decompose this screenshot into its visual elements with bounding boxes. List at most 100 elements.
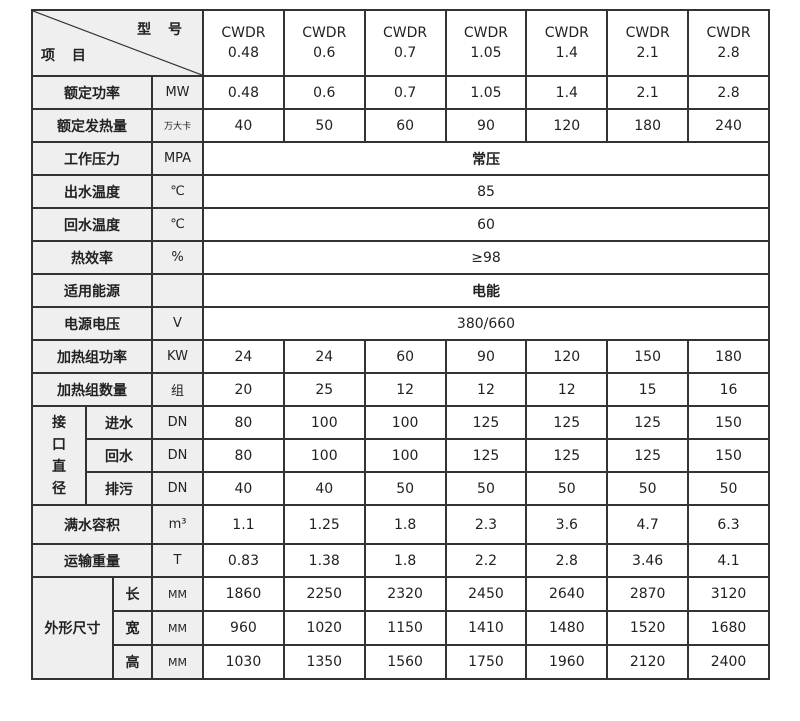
row-value: 1.1 (202, 504, 285, 545)
row-value: 1.38 (282, 543, 366, 578)
row-value: 120 (525, 108, 609, 143)
row-unit: MM (151, 610, 204, 646)
row-value: 1750 (444, 644, 528, 680)
row-value: 60 (363, 108, 447, 143)
row-value: 150 (606, 339, 690, 374)
row-unit: % (151, 240, 204, 275)
row-value: 240 (687, 108, 770, 143)
row-value: 120 (525, 339, 609, 374)
row-unit: MPA (151, 141, 204, 176)
model-header: CWDR 0.48 (202, 9, 285, 77)
row-value: 60 (363, 339, 447, 374)
row-unit: 组 (151, 372, 204, 407)
table-row: 加热组数量组 20 25 12 12 12 15 16 (31, 372, 770, 407)
row-value: 1.4 (525, 75, 609, 110)
row-value: 24 (202, 339, 285, 374)
table-row: 运输重量 T 0.83 1.38 1.8 2.2 2.8 3.46 4.1 (31, 543, 770, 578)
connection-group-label: 接口直径 (52, 414, 66, 497)
row-value: 3120 (687, 576, 770, 612)
model-name: CWDR (706, 25, 751, 41)
model-header: CWDR 0.7 (363, 9, 447, 77)
row-unit: T (151, 543, 204, 578)
table-row: 出水温度 ℃ 85 (31, 174, 770, 209)
row-value: 2320 (363, 576, 447, 612)
row-value: 50 (444, 471, 528, 506)
row-unit: 万大卡 (151, 108, 204, 143)
row-value: 80 (202, 405, 285, 440)
row-value: 24 (282, 339, 366, 374)
table-row: 满水容积 m³ 1.1 1.25 1.8 2.3 3.6 4.7 6.3 (31, 504, 770, 545)
row-label: 满水容积 (31, 504, 153, 545)
model-name: CWDR (221, 25, 266, 41)
row-value: 2.1 (606, 75, 690, 110)
row-unit: ℃ (151, 174, 204, 209)
row-value: 2.8 (525, 543, 609, 578)
row-unit: KW (151, 339, 204, 374)
model-name: CWDR (383, 25, 428, 41)
row-value: 150 (687, 438, 770, 473)
model-header: CWDR 0.6 (282, 9, 366, 77)
row-value: 80 (202, 438, 285, 473)
row-value: 125 (444, 405, 528, 440)
row-value: 100 (363, 405, 447, 440)
model-size: 1.05 (470, 45, 502, 61)
row-value: 60 (202, 207, 770, 242)
row-label: 加热组功率 (31, 339, 153, 374)
corner-model-label: 型 号 (137, 22, 188, 38)
row-label: 出水温度 (31, 174, 153, 209)
table-row: 排污 DN 40 40 50 50 50 50 50 (32, 471, 770, 506)
row-value: 85 (202, 174, 770, 209)
model-name: CWDR (302, 25, 347, 41)
row-value: 40 (202, 471, 285, 506)
row-value: 2250 (282, 576, 366, 612)
row-value: 40 (282, 471, 366, 506)
table-row: 外形尺寸长 MM 1860 2250 2320 2450 2640 2870 3120 (31, 576, 770, 680)
header-row: 型 号项 目 CWDR 0.48 CWDR 0.6 CWDR 0.7 CWDR 1.05 CWDR… (31, 9, 770, 77)
row-value: 50 (363, 471, 447, 506)
model-name: CWDR (544, 25, 589, 41)
table-row: 高 MM 1030 1350 1560 1750 1960 2120 2400 (32, 644, 770, 680)
table-row: 额定功率 MW 0.48 0.6 0.7 1.05 1.4 2.1 2.8 (31, 75, 770, 110)
row-value: ≥98 (202, 240, 770, 275)
row-value: 2640 (525, 576, 609, 612)
row-value: 90 (444, 339, 528, 374)
diagonal-line (33, 11, 202, 75)
model-size: 0.6 (313, 45, 336, 61)
table-row: 适用能源 电能 (31, 273, 770, 308)
table-row: 电源电压 V 380/660 (31, 306, 770, 341)
row-value: 2120 (606, 644, 690, 680)
row-value: 180 (687, 339, 770, 374)
table-row: 回水 DN 80 100 100 125 125 125 150 (32, 438, 770, 473)
row-value: 12 (444, 372, 528, 407)
row-value: 电能 (202, 273, 770, 308)
row-value: 25 (282, 372, 366, 407)
row-unit: MM (151, 644, 204, 680)
row-value: 150 (687, 405, 770, 440)
model-header: CWDR 2.8 (687, 9, 770, 77)
row-value: 3.46 (606, 543, 690, 578)
row-value: 50 (606, 471, 690, 506)
row-value: 125 (525, 405, 609, 440)
row-value: 0.7 (363, 75, 447, 110)
row-value: 1860 (202, 576, 285, 612)
row-value: 0.48 (202, 75, 285, 110)
row-value: 15 (606, 372, 690, 407)
model-header: CWDR 2.1 (606, 9, 690, 77)
row-value: 1.8 (363, 504, 447, 545)
row-value: 4.7 (606, 504, 690, 545)
row-label: 回水 (85, 438, 153, 473)
row-value: 2.8 (687, 75, 770, 110)
row-value: 125 (606, 438, 690, 473)
row-value: 1030 (202, 644, 285, 680)
row-label: 电源电压 (31, 306, 153, 341)
model-size: 0.7 (393, 45, 417, 61)
table-row: 工作压力 MPA 常压 (31, 141, 770, 176)
model-name: CWDR (625, 25, 670, 41)
row-value: 125 (444, 438, 528, 473)
connection-group-cell: 接口直径 (31, 405, 87, 506)
table-row: 回水温度 ℃ 60 (31, 207, 770, 242)
row-label: 进水 (85, 405, 153, 440)
row-value: 100 (282, 405, 366, 440)
row-value: 1520 (606, 610, 690, 646)
row-label: 加热组数量 (31, 372, 153, 407)
